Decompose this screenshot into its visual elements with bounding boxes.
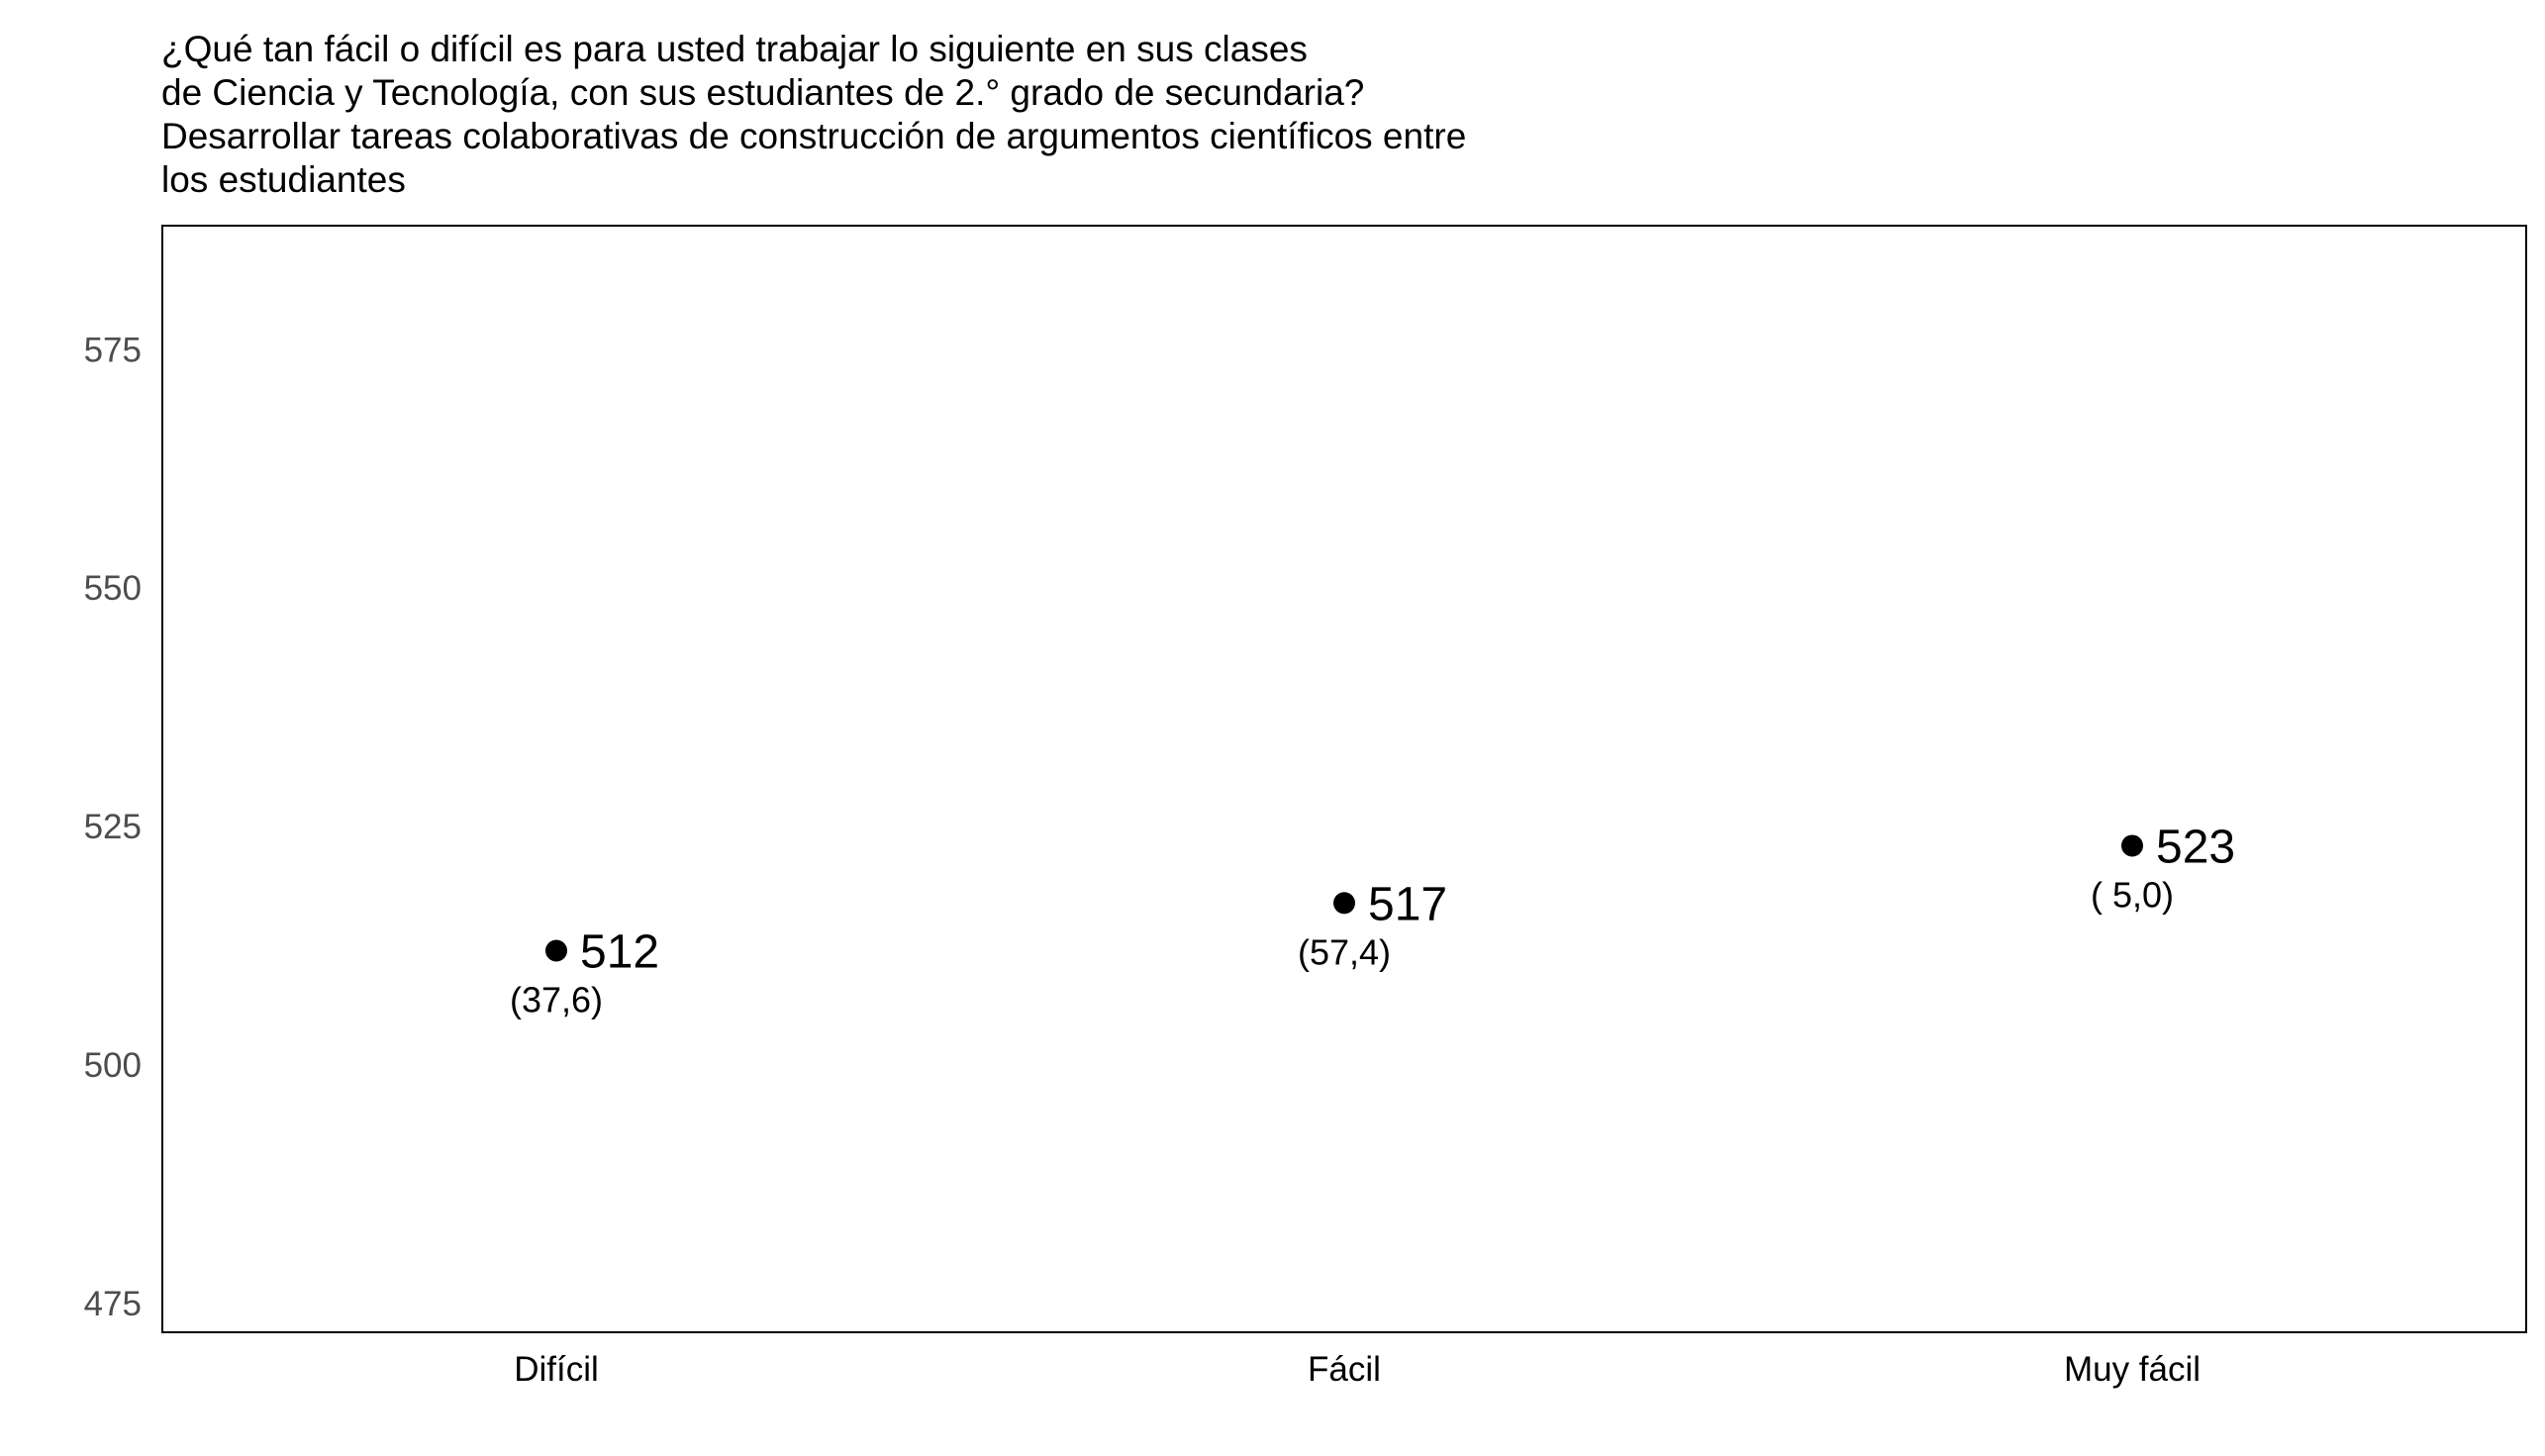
data-point — [2121, 834, 2143, 857]
plot-frame — [161, 225, 2527, 1333]
data-percent-label: ( 5,0) — [2091, 874, 2174, 915]
data-marks: 512(37,6) 517(57,4) 523( 5,0) — [510, 821, 2235, 1019]
x-tick-label: Fácil — [1308, 1350, 1381, 1389]
chart-title-line: Desarrollar tareas colaborativas de cons… — [161, 116, 1467, 156]
data-percent-label: (57,4) — [1298, 931, 1391, 972]
data-value-label: 512 — [580, 925, 659, 978]
x-axis: Difícil Fácil Muy fácil — [514, 1350, 2201, 1389]
x-tick-label: Muy fácil — [2064, 1350, 2201, 1389]
chart-title-line: de Ciencia y Tecnología, con sus estudia… — [161, 72, 1365, 113]
y-tick-label: 525 — [84, 808, 142, 846]
y-axis: 475 500 525 550 575 — [84, 331, 142, 1323]
data-percent-label: (37,6) — [510, 979, 603, 1019]
y-tick-label: 550 — [84, 569, 142, 608]
data-point — [545, 939, 567, 962]
y-tick-label: 475 — [84, 1285, 142, 1323]
data-value-label: 517 — [1368, 878, 1447, 930]
data-point — [1333, 892, 1355, 915]
y-tick-label: 575 — [84, 331, 142, 369]
chart-title-line: ¿Qué tan fácil o difícil es para usted t… — [161, 29, 1308, 69]
y-tick-label: 500 — [84, 1046, 142, 1085]
x-tick-label: Difícil — [514, 1350, 599, 1389]
data-value-label: 523 — [2156, 821, 2235, 873]
chart-title: ¿Qué tan fácil o difícil es para usted t… — [161, 28, 1844, 202]
chart-title-line: los estudiantes — [161, 159, 406, 200]
